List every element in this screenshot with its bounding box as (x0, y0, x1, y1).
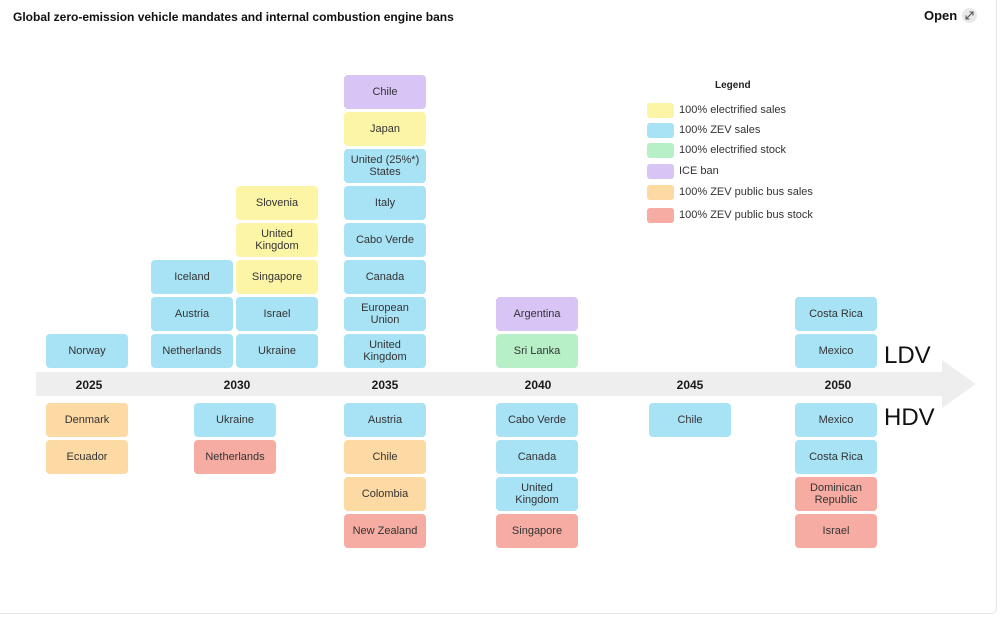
legend-swatch (647, 164, 674, 179)
timeline-year-2045: 2045 (676, 378, 704, 392)
legend-swatch (647, 143, 674, 158)
country-box: Costa Rica (795, 297, 877, 331)
country-box: Canada (496, 440, 578, 474)
country-box: United Kingdom (236, 223, 318, 257)
country-box: Mexico (795, 403, 877, 437)
country-box: United Kingdom (496, 477, 578, 511)
timeline-year-2025: 2025 (75, 378, 103, 392)
timeline-year-2030: 2030 (223, 378, 251, 392)
page-title: Global zero-emission vehicle mandates an… (13, 10, 454, 24)
country-box: Ukraine (236, 334, 318, 368)
country-box: Chile (344, 75, 426, 109)
country-box: Denmark (46, 403, 128, 437)
country-box: Dominican Republic (795, 477, 877, 511)
timeline-year-2050: 2050 (824, 378, 852, 392)
country-box: Costa Rica (795, 440, 877, 474)
country-box: Mexico (795, 334, 877, 368)
country-box: Israel (236, 297, 318, 331)
country-box: Iceland (151, 260, 233, 294)
country-box: Austria (151, 297, 233, 331)
ldv-label: LDV (884, 342, 931, 369)
legend-item-label: 100% electrified sales (679, 104, 787, 116)
legend-swatch (647, 103, 674, 118)
expand-icon (962, 8, 978, 23)
country-box: Canada (344, 260, 426, 294)
country-box: Cabo Verde (496, 403, 578, 437)
country-box: Argentina (496, 297, 578, 331)
country-box: Netherlands (194, 440, 276, 474)
legend-swatch (647, 208, 674, 223)
country-box: United Kingdom (344, 334, 426, 368)
country-box: Norway (46, 334, 128, 368)
country-box: Austria (344, 403, 426, 437)
legend-item-label: 100% ZEV public bus sales (679, 186, 813, 198)
open-button-label: Open (924, 8, 958, 23)
country-box: Ukraine (194, 403, 276, 437)
timeline-arrow (36, 360, 976, 408)
country-box: Netherlands (151, 334, 233, 368)
legend-title: Legend (715, 80, 751, 91)
country-box: Singapore (236, 260, 318, 294)
country-box: United (25%*) States (344, 149, 426, 183)
timeline-year-2035: 2035 (371, 378, 399, 392)
country-box: Israel (795, 514, 877, 548)
legend-item-label: 100% ZEV sales (679, 124, 761, 136)
country-box: Ecuador (46, 440, 128, 474)
legend-swatch (647, 185, 674, 200)
open-button[interactable]: Open (924, 8, 978, 23)
legend-item-label: 100% electrified stock (679, 144, 786, 156)
country-box: Singapore (496, 514, 578, 548)
legend-item-label: 100% ZEV public bus stock (679, 209, 813, 221)
country-box: Cabo Verde (344, 223, 426, 257)
timeline-year-2040: 2040 (524, 378, 552, 392)
card-frame (0, 0, 997, 614)
country-box: New Zealand (344, 514, 426, 548)
country-box: European Union (344, 297, 426, 331)
legend-item-label: ICE ban (679, 165, 719, 177)
country-box: Japan (344, 112, 426, 146)
country-box: Chile (344, 440, 426, 474)
country-box: Colombia (344, 477, 426, 511)
country-box: Italy (344, 186, 426, 220)
legend-swatch (647, 123, 674, 138)
country-box: Slovenia (236, 186, 318, 220)
country-box: Sri Lanka (496, 334, 578, 368)
hdv-label: HDV (884, 404, 935, 431)
country-box: Chile (649, 403, 731, 437)
